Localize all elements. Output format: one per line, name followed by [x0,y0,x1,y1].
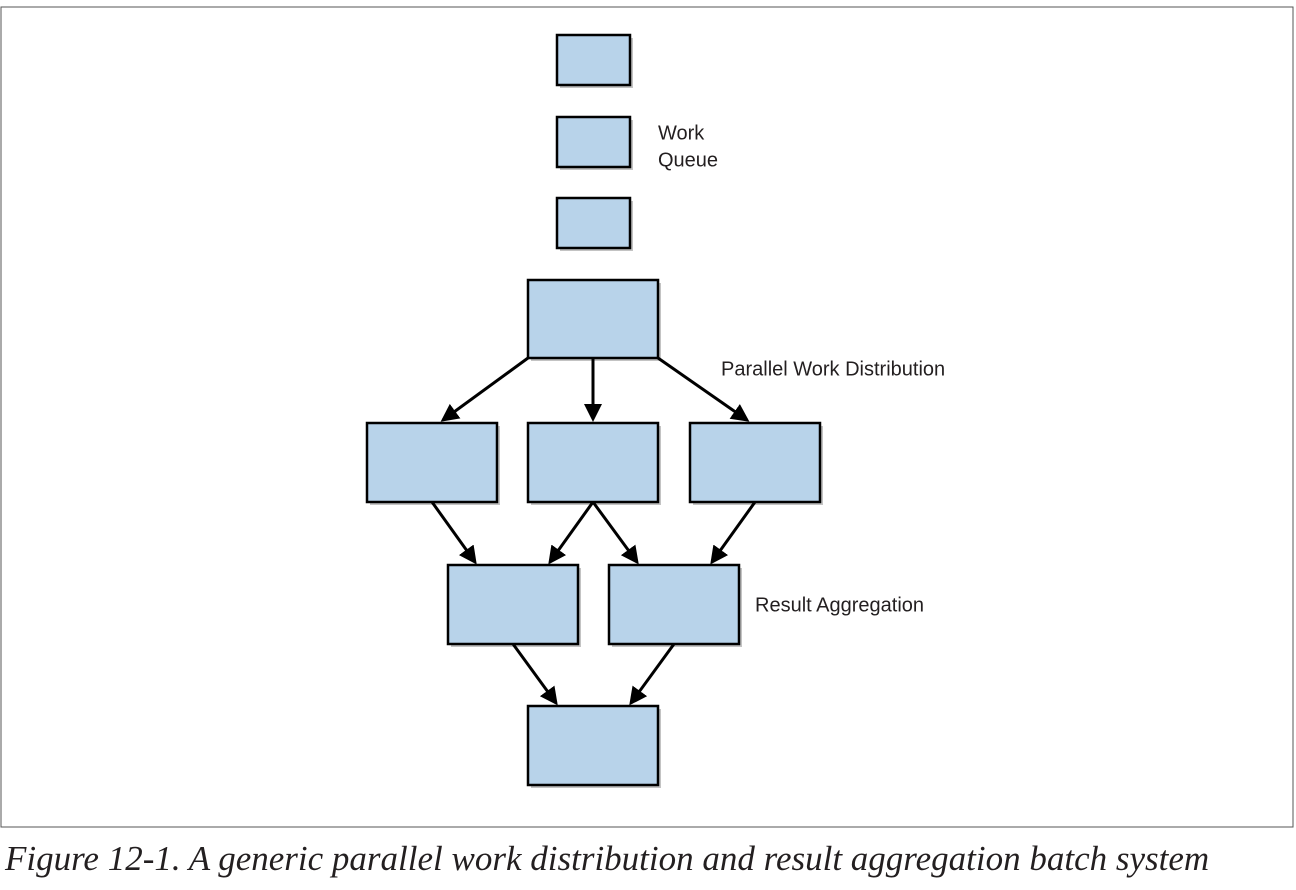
arrow [629,643,676,706]
arrow [657,356,750,422]
label: Parallel Work Distribution [721,358,945,380]
aggregator [446,563,580,646]
distributor [526,278,660,360]
arrow [511,643,558,706]
frame [0,6,1294,828]
label: Work [658,122,705,144]
worker [688,421,822,504]
label: Result Aggregation [755,594,924,616]
worker [526,421,660,504]
aggregator [607,563,741,646]
queue-item [555,196,632,250]
arrows [430,356,757,706]
queue-item [555,115,632,169]
arrow [591,501,639,565]
boxes [365,33,823,788]
queue-item [555,33,632,87]
final-result [526,704,660,787]
arrow [710,501,757,565]
label: Queue [658,149,718,171]
arrow [440,356,529,422]
arrow [548,501,595,565]
caption: Figure 12-1. A generic parallel work dis… [4,839,1209,878]
arrow [430,501,477,565]
worker [365,421,499,504]
